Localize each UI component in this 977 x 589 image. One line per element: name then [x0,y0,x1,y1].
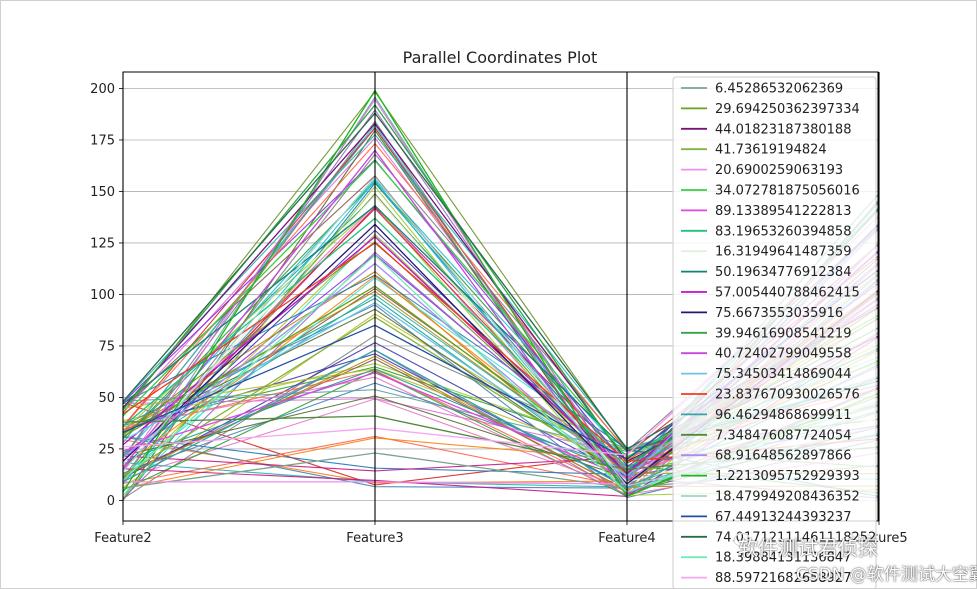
legend-label: 41.73619194824 [715,143,827,158]
y-tick-label: 125 [90,236,115,251]
y-tick-label: 200 [90,82,115,97]
watermark-credit: CSDN @软件测试大空翼 [796,565,977,585]
legend-label: 7.348476087724054 [715,428,851,443]
y-tick-label: 75 [98,339,115,354]
legend-label: 88.59721682658927 [715,571,851,586]
legend-label: 20.6900259063193 [715,163,843,178]
legend-label: 67.44913244393237 [715,510,851,525]
y-tick-label: 25 [98,442,115,457]
legend-label: 75.34503414869044 [715,367,851,382]
legend-label: 39.94616908541219 [715,326,851,341]
y-tick-label: 0 [107,494,115,509]
wechat-bubble-icon [733,532,755,551]
legend-label: 18.39884131136847 [715,551,851,566]
legend-label: 29.694250362397334 [715,102,860,117]
x-tick-label: Feature2 [94,531,151,546]
legend-label: 83.19653260394858 [715,224,851,239]
legend-label: 1.2213095752929393 [715,469,860,484]
y-tick-label: 50 [98,391,115,406]
y-tick-label: 150 [90,185,115,200]
legend-box [672,76,877,589]
legend-label: 74.01712111461118252 [715,530,876,545]
y-tick-label: 175 [90,133,115,148]
legend-label: 40.72402799049558 [715,347,851,362]
chart-title: Parallel Coordinates Plot [403,48,598,67]
watermark-title: 软件测试君侦探 [738,536,878,560]
x-tick-label: Feature3 [346,531,403,546]
legend-label: 23.837670930026576 [715,388,860,403]
axes: 0 25 50 75 100 125 150 175 200 Feature2 Feature3 Fe… [90,71,908,546]
legend-label: 50.19634776912384 [715,265,851,280]
legend-label: 34.072781875056016 [715,184,860,199]
legend-label: 57.005440788462415 [715,286,860,301]
legend-label: 44.01823187380188 [715,122,851,137]
y-tick-label: 100 [90,288,115,303]
legend-label: 6.45286532062369 [715,82,843,97]
legend-label: 75.6673553035916 [715,306,843,321]
x-tick-label: Feature4 [598,531,655,546]
plot-frame [122,71,879,522]
legend: 6.45286532062369 29.694250362397334 44.018… [672,76,877,589]
legend-label: 89.13389541222813 [715,204,851,219]
legend-label: 18.479949208436352 [715,490,860,505]
legend-label: 96.46294868699911 [715,408,851,423]
legend-label: 68.91648562897866 [715,449,851,464]
legend-label: 16.31949641487359 [715,245,851,260]
